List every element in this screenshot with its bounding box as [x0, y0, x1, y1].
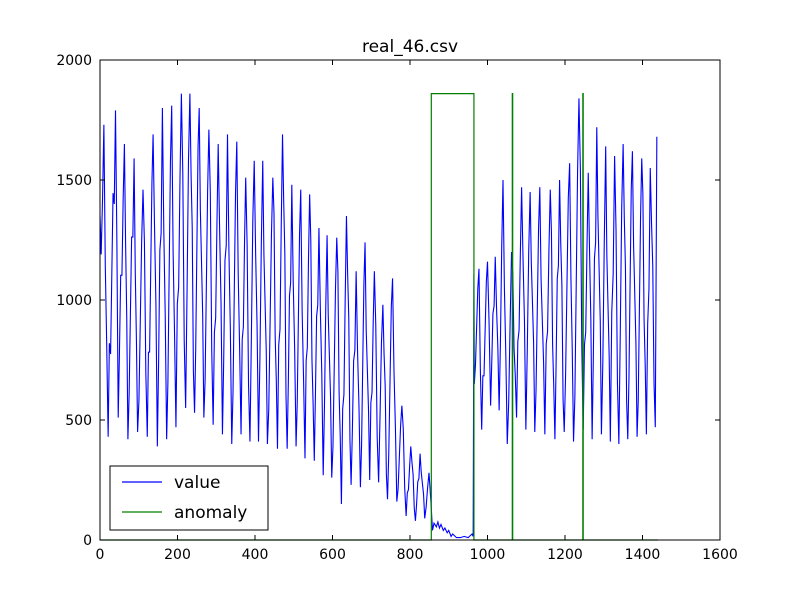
y-tick-label: 500 — [65, 413, 92, 429]
x-tick-label: 1000 — [470, 547, 506, 563]
x-tick-label: 200 — [164, 547, 191, 563]
legend-label-value: value — [174, 473, 220, 493]
x-tick-label: 0 — [96, 547, 105, 563]
y-tick-label: 1000 — [56, 293, 92, 309]
legend-box — [109, 465, 269, 531]
series-layer — [99, 93, 658, 541]
legend: value anomaly — [109, 465, 269, 531]
ticks-layer: 0 200 400 600 800 1000 1200 1400 1600 0 500 1000 150… — [56, 53, 737, 563]
y-tick-label: 0 — [83, 533, 92, 549]
series-line-value — [99, 93, 658, 539]
x-tick-label: 400 — [242, 547, 269, 563]
plot-area: 0 200 400 600 800 1000 1200 1400 1600 0 500 1000 150… — [56, 53, 737, 563]
x-tick-label: 600 — [319, 547, 346, 563]
x-tick-label: 1400 — [625, 547, 661, 563]
series-line-anomaly — [100, 93, 658, 541]
x-tick-label: 1600 — [702, 547, 738, 563]
legend-label-anomaly: anomaly — [174, 503, 247, 523]
y-tick-label: 2000 — [56, 53, 92, 69]
x-tick-label: 800 — [397, 547, 424, 563]
x-tick-label: 1200 — [547, 547, 583, 563]
y-tick-label: 1500 — [56, 173, 92, 189]
chart-title: real_46.csv — [362, 37, 458, 57]
